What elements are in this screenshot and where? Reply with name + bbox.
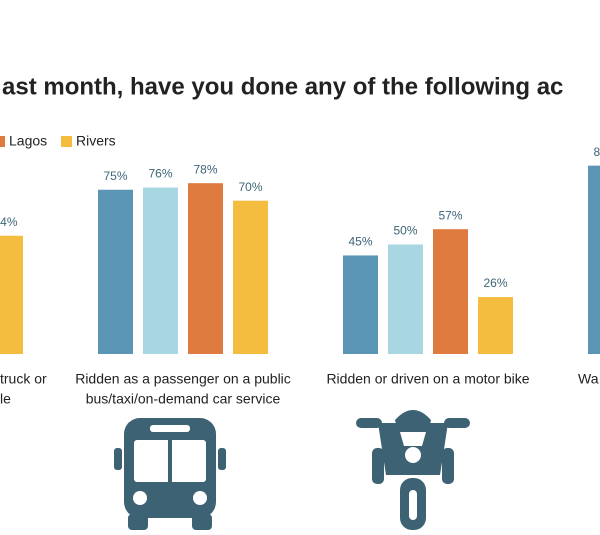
category-label: bus/taxi/on-demand car service [86, 391, 281, 407]
value-label: 45% [348, 235, 372, 249]
bar [233, 200, 268, 354]
value-label: 54% [0, 215, 18, 229]
category-label: le [0, 391, 11, 407]
category-label: truck or [0, 371, 47, 387]
bar [388, 244, 423, 354]
value-label: 57% [438, 208, 462, 222]
legend-label: Lagos [9, 133, 47, 149]
category-label: Ridden or driven on a motor bike [326, 371, 529, 387]
category-label: Ridden as a passenger on a public [75, 371, 291, 387]
category-label: Wa [578, 371, 599, 387]
value-label: 78% [193, 162, 217, 176]
value-label: 26% [483, 276, 507, 290]
value-label: 50% [393, 224, 417, 238]
bar [343, 255, 378, 354]
bar [433, 229, 468, 354]
bar [588, 165, 600, 354]
bar [188, 183, 223, 354]
bar [478, 297, 513, 354]
chart-title: ast month, have you done any of the foll… [2, 73, 563, 100]
bar [143, 187, 178, 354]
motorbike-icon [356, 410, 470, 530]
legend-label: Rivers [76, 133, 116, 149]
bar [98, 189, 133, 354]
value-label: 70% [238, 180, 262, 194]
value-label: 86% [593, 145, 600, 159]
legend-swatch [61, 136, 72, 147]
bus-icon [114, 418, 226, 530]
value-label: 76% [148, 167, 172, 181]
value-label: 75% [103, 169, 127, 183]
legend-swatch [0, 136, 5, 147]
bar [0, 235, 23, 354]
